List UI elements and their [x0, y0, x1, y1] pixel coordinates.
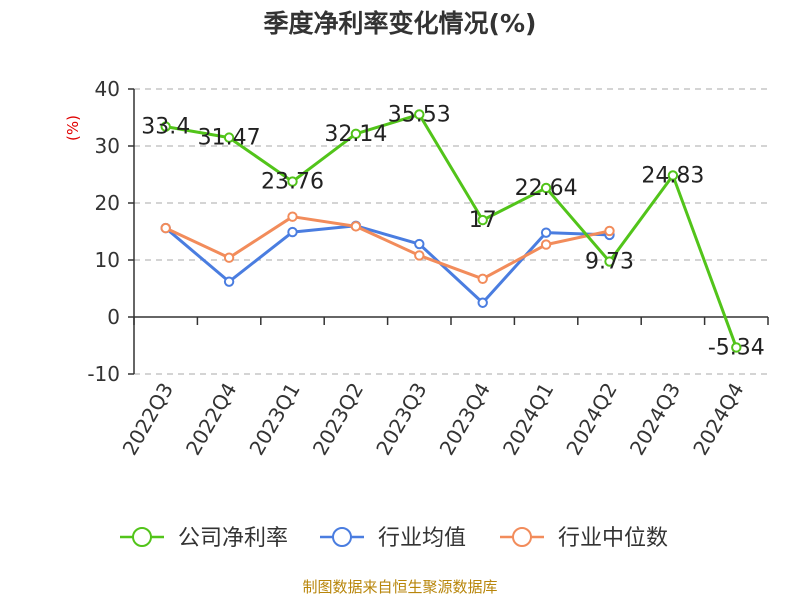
x-tick-label: 2022Q4 [181, 379, 241, 460]
x-tick-label: 2023Q2 [308, 379, 368, 460]
data-point [540, 182, 552, 194]
data-point [350, 221, 362, 232]
y-tick-label: 0 [107, 305, 120, 329]
series-line-0 [165, 112, 738, 348]
chart-title: 季度净利率变化情况(%) [264, 9, 537, 38]
data-point [604, 256, 615, 267]
x-tick-label: 2024Q2 [561, 379, 621, 460]
y-tick-label: 30 [95, 134, 120, 158]
series-line-2 [165, 215, 610, 281]
data-point [414, 109, 425, 120]
x-tick-label: 2023Q4 [435, 379, 495, 460]
data-point [223, 276, 235, 287]
y-tick-label: 20 [95, 191, 120, 215]
source-note: 制图数据来自恒生聚源数据库 [302, 578, 497, 596]
y-tick-label: 10 [95, 248, 120, 272]
x-tick-label: 2023Q1 [244, 379, 304, 460]
legend-marker [332, 527, 352, 547]
data-point [477, 297, 488, 308]
x-tick-label: 2024Q3 [625, 379, 685, 460]
data-point [667, 170, 679, 181]
data-point [604, 225, 615, 237]
data-label: 24.83 [641, 163, 704, 188]
data-point [414, 238, 425, 250]
data-point [160, 222, 171, 234]
data-label: 22.64 [515, 176, 578, 201]
grid-lines [134, 88, 768, 375]
data-point [731, 342, 742, 353]
data-point [287, 226, 298, 238]
legend-label: 公司净利率 [178, 526, 288, 551]
data-point [414, 250, 425, 261]
data-label: -5.34 [708, 335, 765, 360]
data-label: 23.76 [261, 170, 324, 195]
data-point [477, 214, 488, 226]
data-point [287, 176, 298, 187]
series-line-1 [164, 224, 610, 305]
data-label: 17 [469, 208, 497, 233]
y-axis-label: (%) [64, 115, 82, 141]
x-tick-label: 2022Q3 [118, 379, 178, 460]
data-label: 33.4 [141, 115, 190, 140]
data-point [160, 121, 171, 132]
x-tick-label: 2023Q3 [371, 379, 431, 460]
data-label: 31.47 [198, 126, 261, 151]
x-tick-label: 2024Q4 [688, 379, 748, 460]
y-tick-label: 40 [95, 77, 120, 101]
data-label: 35.53 [388, 102, 451, 127]
data-point [540, 239, 552, 250]
legend-marker [132, 527, 152, 547]
legend-label: 行业中位数 [558, 526, 668, 551]
series-group [160, 109, 742, 353]
data-point [350, 128, 362, 140]
x-tick-label: 2024Q1 [498, 379, 558, 460]
data-point [223, 132, 235, 143]
data-label: 9.73 [585, 250, 634, 275]
data-point [540, 227, 552, 238]
y-tick-label: -10 [87, 362, 120, 386]
data-label: 32.14 [324, 122, 387, 147]
legend-marker [512, 527, 532, 547]
data-point [223, 252, 235, 263]
data-point [287, 211, 298, 222]
data-point [477, 273, 488, 285]
legend-label: 行业均值 [378, 526, 466, 551]
legend: 公司净利率 行业均值 行业中位数 [120, 526, 668, 551]
